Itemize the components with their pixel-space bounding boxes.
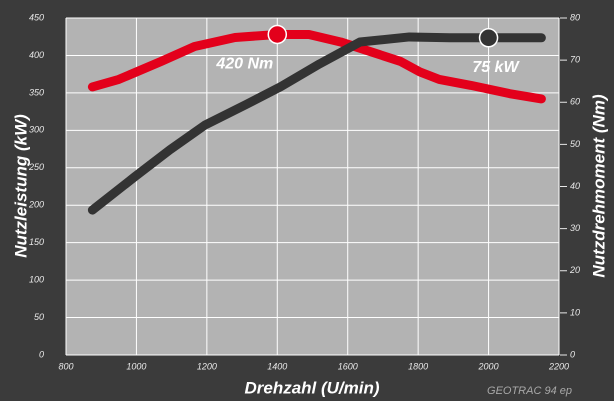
x-tick-label: 1600	[338, 361, 358, 371]
series-line	[87, 32, 546, 215]
x-axis-title: Drehzahl (U/min)	[244, 378, 379, 397]
y-tick-label: 0	[39, 349, 44, 359]
y-tick-label: 150	[29, 237, 44, 247]
x-tick-label: 1200	[197, 361, 217, 371]
annotation-label: 75 kW	[472, 59, 520, 76]
y-tick-label: 50	[34, 312, 44, 322]
series-line	[87, 29, 546, 104]
y2-tick-label: 70	[570, 55, 580, 65]
x-tick-label: 1800	[408, 361, 428, 371]
y-tick-label: 250	[28, 162, 44, 172]
y-tick-label: 400	[29, 50, 44, 60]
y-tick-label: 350	[29, 87, 44, 97]
y2-tick-label: 50	[570, 139, 580, 149]
annotation-marker	[478, 28, 499, 48]
y-tick-label: 450	[29, 12, 44, 22]
annotation-label: 420 Nm	[215, 56, 273, 73]
x-tick-label: 1400	[267, 361, 287, 371]
x-tick-label: 2000	[478, 361, 499, 371]
footer: GEOTRAC 94 ep	[487, 385, 572, 397]
y2-tick-label: 0	[570, 349, 575, 359]
y-tick-label: 100	[29, 274, 44, 284]
x-tick-label: 800	[58, 361, 73, 371]
y-tick-label: 300	[29, 125, 44, 135]
x-tick-label: 2200	[548, 361, 569, 371]
y-tick-label: 200	[28, 200, 44, 210]
plot-area	[66, 18, 559, 355]
y2-tick-label: 40	[570, 181, 580, 191]
annotation-marker	[267, 24, 288, 45]
y2-tick-label: 20	[569, 265, 580, 275]
y2-tick-label: 10	[570, 307, 580, 317]
y2-tick-label: 30	[570, 223, 580, 233]
y2-tick-label: 60	[570, 97, 580, 107]
y-axis-title: Nutzleistung (kW)	[11, 114, 30, 258]
y2-tick-label: 80	[570, 12, 580, 22]
x-tick-label: 1000	[126, 361, 146, 371]
y2-axis-title: Nutzdrehmoment (Nm)	[589, 94, 608, 278]
